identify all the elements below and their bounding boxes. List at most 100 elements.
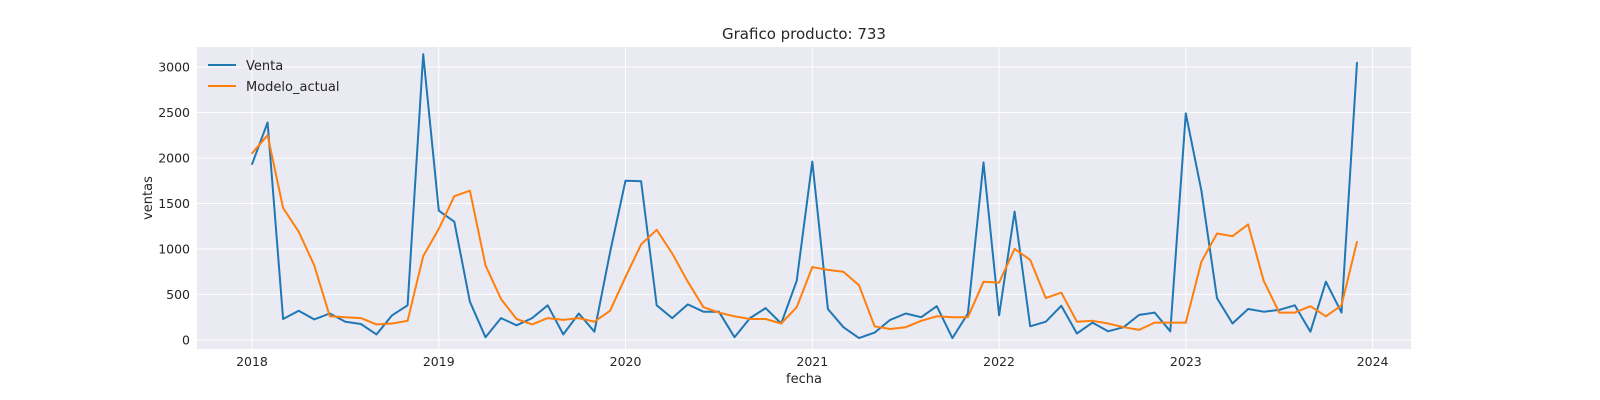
data-point <box>827 308 829 310</box>
data-point <box>1309 305 1312 308</box>
data-point <box>718 311 720 314</box>
data-point <box>1231 322 1234 325</box>
data-point <box>609 251 611 254</box>
data-point <box>375 323 378 326</box>
data-point <box>344 320 347 323</box>
data-point <box>593 320 596 323</box>
data-point <box>360 323 362 325</box>
data-point <box>1076 332 1078 335</box>
data-point <box>1045 320 1047 323</box>
data-point <box>391 322 393 325</box>
data-point <box>671 317 673 319</box>
data-point <box>469 189 471 192</box>
data-point <box>531 323 533 326</box>
y-tick-label: 0 <box>182 332 190 347</box>
data-point <box>438 209 440 212</box>
data-point <box>329 315 331 318</box>
data-point <box>1122 326 1125 329</box>
data-point <box>936 305 938 308</box>
y-tick-label: 1500 <box>158 196 190 211</box>
data-point <box>1309 330 1312 333</box>
data-point <box>842 270 845 273</box>
data-point <box>1060 291 1063 294</box>
y-tick-label: 2000 <box>158 150 190 165</box>
data-point <box>671 252 673 255</box>
data-point <box>749 318 751 320</box>
data-point <box>951 316 954 319</box>
data-point <box>904 326 907 329</box>
data-point <box>624 276 627 278</box>
data-point <box>422 53 425 56</box>
data-point <box>1340 304 1343 307</box>
x-axis-ticks: 2018 2019 2020 2021 2022 2023 2024 <box>236 354 1388 369</box>
data-point <box>1247 223 1249 226</box>
data-point <box>515 318 518 320</box>
data-point <box>375 333 378 336</box>
data-point <box>1107 330 1109 333</box>
data-point <box>982 161 985 164</box>
x-tick-label: 2019 <box>423 354 455 369</box>
data-point <box>982 280 985 283</box>
series-layer <box>251 53 1358 340</box>
data-point <box>889 319 891 321</box>
legend-label-modelo-actual: Modelo_actual <box>246 80 340 95</box>
data-point <box>655 304 658 307</box>
data-point <box>702 306 705 309</box>
data-point <box>406 304 409 307</box>
data-point <box>313 318 316 321</box>
data-point <box>500 298 502 300</box>
x-tick-label: 2023 <box>1170 354 1202 369</box>
data-point <box>1340 311 1343 314</box>
data-point <box>1325 280 1327 283</box>
data-point <box>453 220 456 223</box>
x-axis-label: fecha <box>786 372 822 387</box>
data-point <box>998 314 1000 317</box>
data-point <box>1294 304 1296 307</box>
y-tick-label: 500 <box>166 287 190 302</box>
data-point <box>406 320 409 322</box>
data-point <box>469 300 471 303</box>
data-point <box>873 331 876 334</box>
y-tick-label: 1000 <box>158 241 190 256</box>
data-point <box>266 134 269 136</box>
data-point <box>1200 189 1203 192</box>
data-point <box>795 306 798 309</box>
data-point <box>1231 235 1234 237</box>
data-point <box>780 322 782 325</box>
data-point <box>811 266 814 268</box>
data-point <box>297 230 300 233</box>
data-point <box>733 315 736 318</box>
data-point <box>438 228 440 230</box>
data-point <box>344 316 347 319</box>
data-point <box>1247 308 1249 310</box>
data-point <box>842 326 845 329</box>
data-point <box>858 284 860 287</box>
data-point <box>655 229 658 231</box>
data-point <box>515 324 518 327</box>
data-point <box>1045 297 1047 299</box>
legend: Venta Modelo_actual <box>208 59 340 95</box>
data-point <box>562 333 565 336</box>
data-point <box>1278 311 1280 314</box>
data-point <box>1356 61 1358 64</box>
data-point <box>920 316 922 319</box>
x-tick-label: 2022 <box>983 354 1015 369</box>
y-tick-label: 2500 <box>158 105 190 120</box>
plot-background <box>197 47 1411 349</box>
data-point <box>391 314 393 317</box>
data-point <box>624 179 627 182</box>
data-point <box>1216 297 1218 299</box>
data-point <box>1060 305 1063 307</box>
data-point <box>1294 311 1296 314</box>
data-point <box>936 315 938 318</box>
data-point <box>546 317 549 319</box>
data-point <box>1216 232 1218 235</box>
data-point <box>640 243 642 246</box>
data-point <box>484 264 487 267</box>
data-point <box>1029 325 1031 328</box>
data-point <box>453 195 456 197</box>
chart-title: Grafico producto: 733 <box>722 25 886 43</box>
data-point <box>282 207 284 209</box>
data-point <box>578 312 580 315</box>
